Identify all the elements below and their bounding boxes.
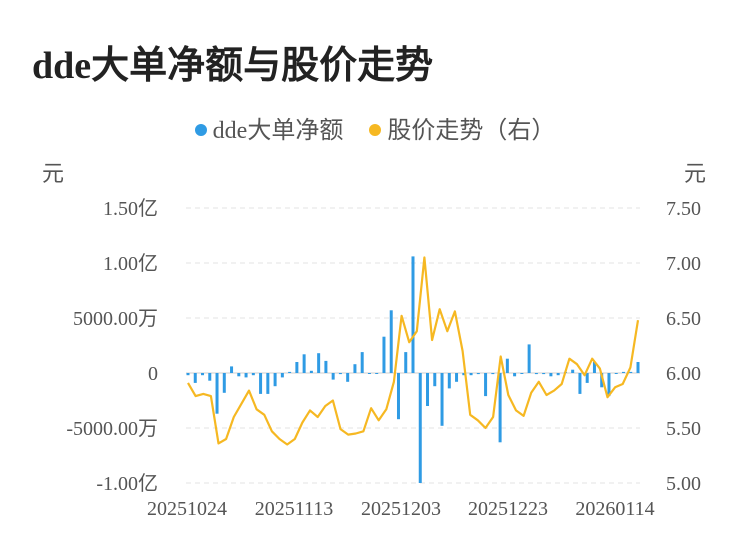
legend-item-dde[interactable]: dde大单净额: [194, 110, 344, 145]
dde-bar: [426, 373, 430, 406]
left-axis-unit: 元: [42, 161, 65, 186]
right-tick-label: 7.00: [666, 253, 701, 275]
dde-bar: [222, 373, 226, 393]
dde-bar: [629, 371, 633, 373]
dde-bar: [389, 310, 393, 373]
dde-bar: [331, 373, 335, 380]
dde-bar: [578, 373, 582, 394]
dde-bar: [484, 373, 488, 397]
left-axis-ticks: -1.00亿 -5000.00万 0 5000.00万 1.00亿 1.50亿: [66, 197, 158, 495]
dde-bar: [520, 373, 524, 374]
chart-title: dde大单净额与股价走势: [32, 45, 434, 87]
dde-bar: [186, 373, 190, 376]
x-tick-label: 20251113: [255, 498, 334, 520]
dde-bar: [455, 373, 459, 382]
dde-bar: [621, 371, 625, 373]
dde-bar: [215, 373, 219, 414]
dde-bar: [244, 373, 248, 378]
price-line: [187, 256, 640, 446]
dde-bar: [338, 373, 342, 375]
legend-label-price: 股价走势（右）: [387, 118, 556, 144]
dde-bar: [592, 362, 596, 373]
left-tick-label: 1.50亿: [103, 197, 158, 220]
dde-bar: [273, 373, 277, 387]
right-tick-label: 5.50: [666, 418, 701, 440]
x-axis-ticks: 20251024 20251113 20251203 20251223 20260114: [147, 498, 655, 520]
dde-bar: [440, 373, 444, 426]
right-axis-ticks: 5.00 5.50 6.00 6.50 7.00 7.50: [666, 198, 701, 495]
dde-bar: [288, 371, 292, 373]
left-tick-label: -5000.00万: [66, 418, 158, 440]
x-tick-label: 20251024: [147, 498, 227, 520]
dde-bar: [375, 373, 379, 374]
legend-dot-price: [369, 124, 382, 137]
legend-item-price[interactable]: 股价走势（右）: [369, 110, 555, 145]
dde-bar: [491, 373, 495, 375]
right-tick-label: 6.50: [666, 308, 701, 330]
x-tick-label: 20251223: [468, 498, 548, 520]
dde-bar: [324, 360, 328, 373]
dde-bar: [469, 373, 473, 376]
dde-bar: [636, 362, 640, 373]
dde-bar: [549, 373, 553, 377]
dde-bar: [607, 373, 611, 397]
dde-bar: [353, 364, 357, 373]
dde-bar: [433, 373, 437, 387]
dde-bar: [556, 373, 560, 376]
dde-bar: [614, 373, 618, 374]
dde-bar: [418, 373, 422, 483]
chart-legend: dde大单净额 股价走势（右）: [0, 110, 750, 145]
dde-bar: [302, 354, 306, 373]
dde-bar: [360, 352, 364, 373]
dde-bar: [505, 358, 509, 373]
dde-bar: [585, 373, 589, 383]
dde-bar: [295, 362, 299, 373]
dde-bar: [404, 352, 408, 373]
left-tick-label: 1.00亿: [103, 252, 158, 275]
dde-bar: [193, 373, 197, 383]
legend-dot-dde: [194, 124, 207, 137]
dde-bar: [259, 373, 263, 394]
dde-bar: [230, 366, 234, 373]
dde-bar: [476, 373, 480, 375]
dde-bar: [396, 373, 400, 420]
left-tick-label: -1.00亿: [96, 472, 158, 495]
dde-bar: [237, 373, 241, 377]
legend-label-dde: dde大单净额: [212, 118, 344, 144]
dde-bar: [346, 373, 350, 382]
right-tick-label: 5.00: [666, 473, 701, 495]
dde-bar: [317, 353, 321, 373]
left-tick-label: 5000.00万: [73, 308, 158, 330]
dde-bar: [251, 373, 255, 376]
dde-bar: [280, 373, 284, 378]
dde-bar: [534, 373, 538, 375]
right-tick-label: 6.00: [666, 363, 701, 385]
dde-bar: [266, 373, 270, 394]
x-tick-label: 20251203: [361, 498, 441, 520]
dde-bar: [498, 373, 502, 443]
dde-bar: [382, 336, 386, 373]
dde-bar: [462, 373, 466, 376]
dde-bar: [201, 373, 205, 376]
dde-bar: [600, 373, 604, 388]
dde-bar: [208, 373, 212, 381]
left-tick-label: 0: [148, 363, 158, 385]
dde-bar: [527, 344, 531, 373]
dde-bar: [542, 373, 546, 375]
dde-bar: [447, 373, 451, 389]
dde-bar: [411, 256, 415, 373]
dde-bar: [513, 373, 517, 377]
right-axis-unit: 元: [684, 161, 707, 186]
dde-bar: [367, 373, 371, 374]
right-tick-label: 7.50: [666, 198, 701, 220]
dde-bar: [571, 369, 575, 373]
x-tick-label: 20260114: [575, 498, 654, 520]
dde-bars: [186, 256, 640, 483]
price-line-layer: [187, 256, 640, 446]
dde-bar: [309, 370, 313, 373]
